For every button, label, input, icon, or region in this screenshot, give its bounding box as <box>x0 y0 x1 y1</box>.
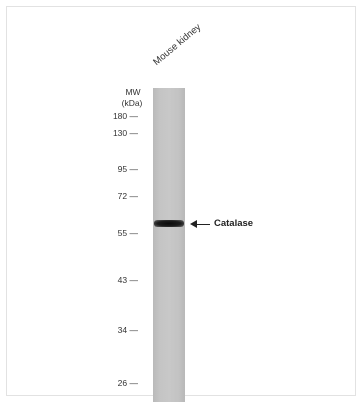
band-label: Catalase <box>214 218 254 229</box>
mw-unit: (kDa) <box>121 98 143 108</box>
protein-band <box>154 220 184 227</box>
mw-marker-label: 130 — <box>112 128 138 138</box>
mw-marker: 26 — <box>110 379 152 388</box>
gel-lane <box>153 88 185 402</box>
mw-marker: 130 — <box>110 129 152 138</box>
mw-marker-label: 43 — <box>117 275 138 285</box>
mw-marker: 95 — <box>110 165 152 174</box>
mw-marker: 55 — <box>110 229 152 238</box>
mw-marker-label: 95 — <box>117 164 138 174</box>
mw-marker: 180 — <box>110 112 152 121</box>
mw-marker: 72 — <box>110 192 152 201</box>
mw-marker-label: 55 — <box>117 228 138 238</box>
mw-marker-label: 180 — <box>112 111 138 121</box>
mw-title: MW <box>125 87 141 97</box>
mw-marker-label: 72 — <box>117 191 138 201</box>
mw-marker: 34 — <box>110 326 152 335</box>
mw-marker-label: 26 — <box>117 378 138 388</box>
mw-marker: 43 — <box>110 276 152 285</box>
mw-marker-label: 34 — <box>117 325 138 335</box>
